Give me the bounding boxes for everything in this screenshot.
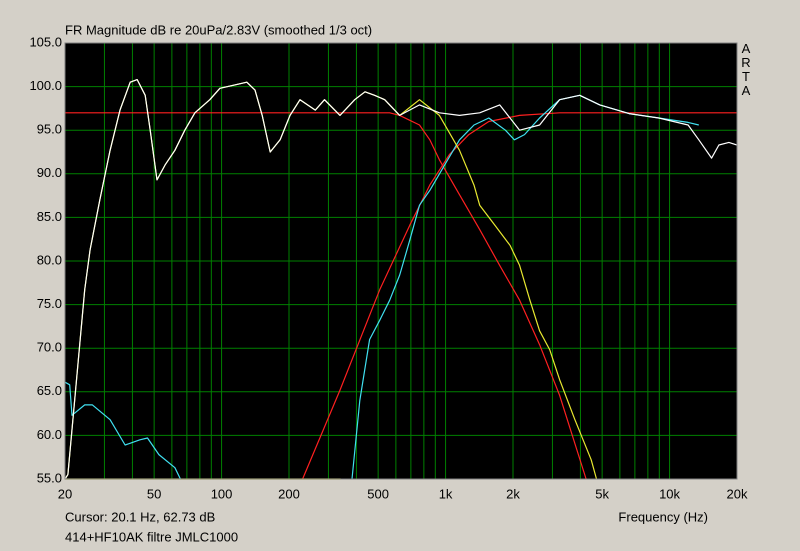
y-tick-label: 95.0	[37, 122, 62, 137]
y-tick-label: 105.0	[29, 34, 62, 49]
x-tick-label: 50	[147, 486, 161, 501]
cursor-readout: Cursor: 20.1 Hz, 62.73 dB	[65, 509, 215, 524]
x-tick-label: 10k	[659, 486, 680, 501]
y-tick-label: 90.0	[37, 165, 62, 180]
y-tick-label: 85.0	[37, 209, 62, 224]
x-tick-label: 5k	[595, 486, 609, 501]
series-line	[302, 112, 737, 480]
y-tick-label: 55.0	[37, 470, 62, 485]
x-tick-label: 20	[58, 486, 72, 501]
caption: 414+HF10AK filtre JMLC1000	[65, 529, 238, 544]
x-tick-label: 2k	[506, 486, 520, 501]
x-tick-label: 100	[211, 486, 233, 501]
y-tick-label: 65.0	[37, 383, 62, 398]
x-tick-label: 500	[367, 486, 389, 501]
x-tick-label: 200	[278, 486, 300, 501]
x-tick-label: 20k	[727, 486, 748, 501]
chart-title: FR Magnitude dB re 20uPa/2.83V (smoothed…	[65, 22, 372, 37]
series-line	[65, 112, 587, 480]
series-line	[65, 79, 737, 480]
plot-frame	[64, 42, 738, 480]
y-tick-label: 75.0	[37, 296, 62, 311]
y-tick-label: 100.0	[29, 78, 62, 93]
y-tick-label: 80.0	[37, 252, 62, 267]
x-tick-label: 1k	[439, 486, 453, 501]
grid	[64, 42, 738, 480]
x-axis-label: Frequency (Hz)	[618, 509, 708, 524]
y-tick-label: 60.0	[37, 427, 62, 442]
watermark: ARTA	[741, 41, 751, 98]
y-tick-label: 70.0	[37, 340, 62, 355]
